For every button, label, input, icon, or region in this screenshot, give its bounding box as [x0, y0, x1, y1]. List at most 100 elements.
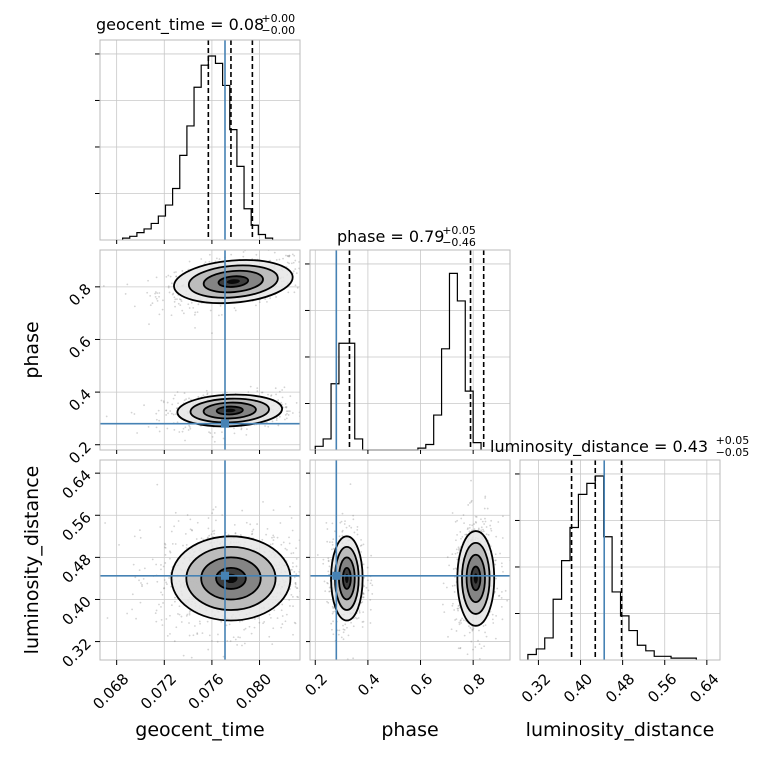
scatter-point — [460, 537, 462, 540]
scatter-point — [324, 590, 327, 593]
scatter-point — [471, 629, 474, 632]
scatter-point — [284, 620, 287, 623]
scatter-point — [480, 529, 483, 532]
scatter-point — [478, 657, 481, 660]
scatter-point — [362, 592, 365, 595]
scatter-point — [334, 530, 336, 533]
scatter-point — [238, 620, 241, 623]
scatter-point — [124, 293, 127, 295]
contour-1-1 — [461, 541, 491, 615]
scatter-point — [282, 257, 284, 260]
title-minus-geocent_time: −0.00 — [261, 24, 295, 37]
scatter-point — [489, 524, 492, 527]
scatter-point — [332, 607, 335, 609]
scatter-point — [207, 517, 210, 519]
scatter-point — [177, 302, 180, 305]
scatter-point — [284, 414, 287, 416]
scatter-point — [358, 611, 361, 614]
scatter-point — [295, 402, 298, 404]
scatter-point — [499, 552, 501, 555]
scatter-point — [453, 591, 456, 593]
scatter-point — [361, 626, 364, 628]
scatter-point — [147, 279, 149, 282]
scatter-point — [483, 523, 486, 525]
scatter-point — [338, 629, 341, 632]
contour-0-2 — [202, 269, 264, 294]
scatter-point — [471, 524, 474, 527]
scatter-point — [500, 597, 503, 599]
scatter-point — [155, 276, 158, 279]
scatter-point — [447, 635, 449, 638]
scatter-point — [340, 520, 343, 523]
scatter-point — [339, 521, 342, 524]
scatter-point — [167, 274, 170, 277]
scatter-point — [288, 255, 290, 258]
scatter-point — [161, 593, 164, 596]
scatter-point — [181, 309, 184, 312]
scatter-point — [211, 512, 214, 515]
scatter-point — [211, 530, 214, 533]
scatter-point — [269, 259, 272, 262]
scatter-point — [323, 580, 326, 583]
scatter-point — [468, 625, 470, 628]
scatter-point — [326, 540, 329, 543]
scatter-point — [353, 531, 356, 534]
scatter-point — [470, 479, 472, 482]
scatter-point — [328, 586, 331, 589]
scatter-point — [173, 296, 176, 299]
scatter-point — [174, 394, 176, 397]
scatter-point — [287, 410, 290, 413]
scatter-point — [280, 626, 283, 629]
scatter-point — [184, 426, 187, 429]
scatter-point — [290, 593, 293, 596]
scatter-point — [173, 640, 176, 643]
scatter-point — [275, 259, 278, 261]
scatter-point — [328, 578, 330, 580]
scatter-point — [495, 535, 498, 538]
scatter-point — [272, 534, 275, 537]
scatter-point — [292, 261, 295, 264]
scatter-point — [256, 387, 259, 390]
scatter-point — [173, 428, 176, 431]
scatter-point — [172, 292, 175, 295]
scatter-point — [218, 314, 220, 317]
scatter-point — [492, 622, 495, 624]
scatter-point — [484, 631, 486, 634]
scatter-point — [213, 529, 216, 532]
scatter-point — [278, 390, 281, 393]
scatter-point — [175, 407, 178, 410]
scatter-point — [176, 421, 179, 424]
scatter-point — [211, 640, 213, 642]
contour-0-0 — [173, 259, 294, 305]
scatter-point — [133, 305, 136, 308]
scatter-point — [273, 536, 275, 539]
scatter-point — [133, 413, 136, 415]
scatter-point — [369, 582, 372, 585]
scatter-point — [202, 394, 205, 397]
scatter-point — [485, 533, 488, 536]
density-level-1-4 — [473, 573, 478, 584]
scatter-point — [287, 414, 290, 416]
scatter-point — [167, 286, 170, 289]
scatter-point — [289, 505, 291, 508]
scatter-point — [256, 523, 259, 525]
scatter-point — [264, 298, 267, 301]
scatter-point — [206, 620, 209, 623]
scatter-point — [362, 620, 365, 623]
scatter-point — [157, 409, 160, 412]
scatter-point — [338, 535, 341, 538]
scatter-point — [288, 254, 291, 257]
scatter-point — [332, 620, 334, 623]
scatter-point — [177, 402, 179, 405]
scatter-point — [330, 622, 333, 625]
scatter-point — [327, 601, 330, 604]
scatter-point — [461, 617, 464, 620]
scatter-point — [496, 587, 499, 590]
scatter-point — [304, 414, 306, 416]
scatter-point — [158, 313, 161, 316]
scatter-point — [281, 396, 284, 399]
scatter-point — [281, 623, 284, 625]
scatter-point — [495, 577, 497, 580]
scatter-point — [162, 400, 165, 403]
scatter-point — [192, 306, 195, 309]
